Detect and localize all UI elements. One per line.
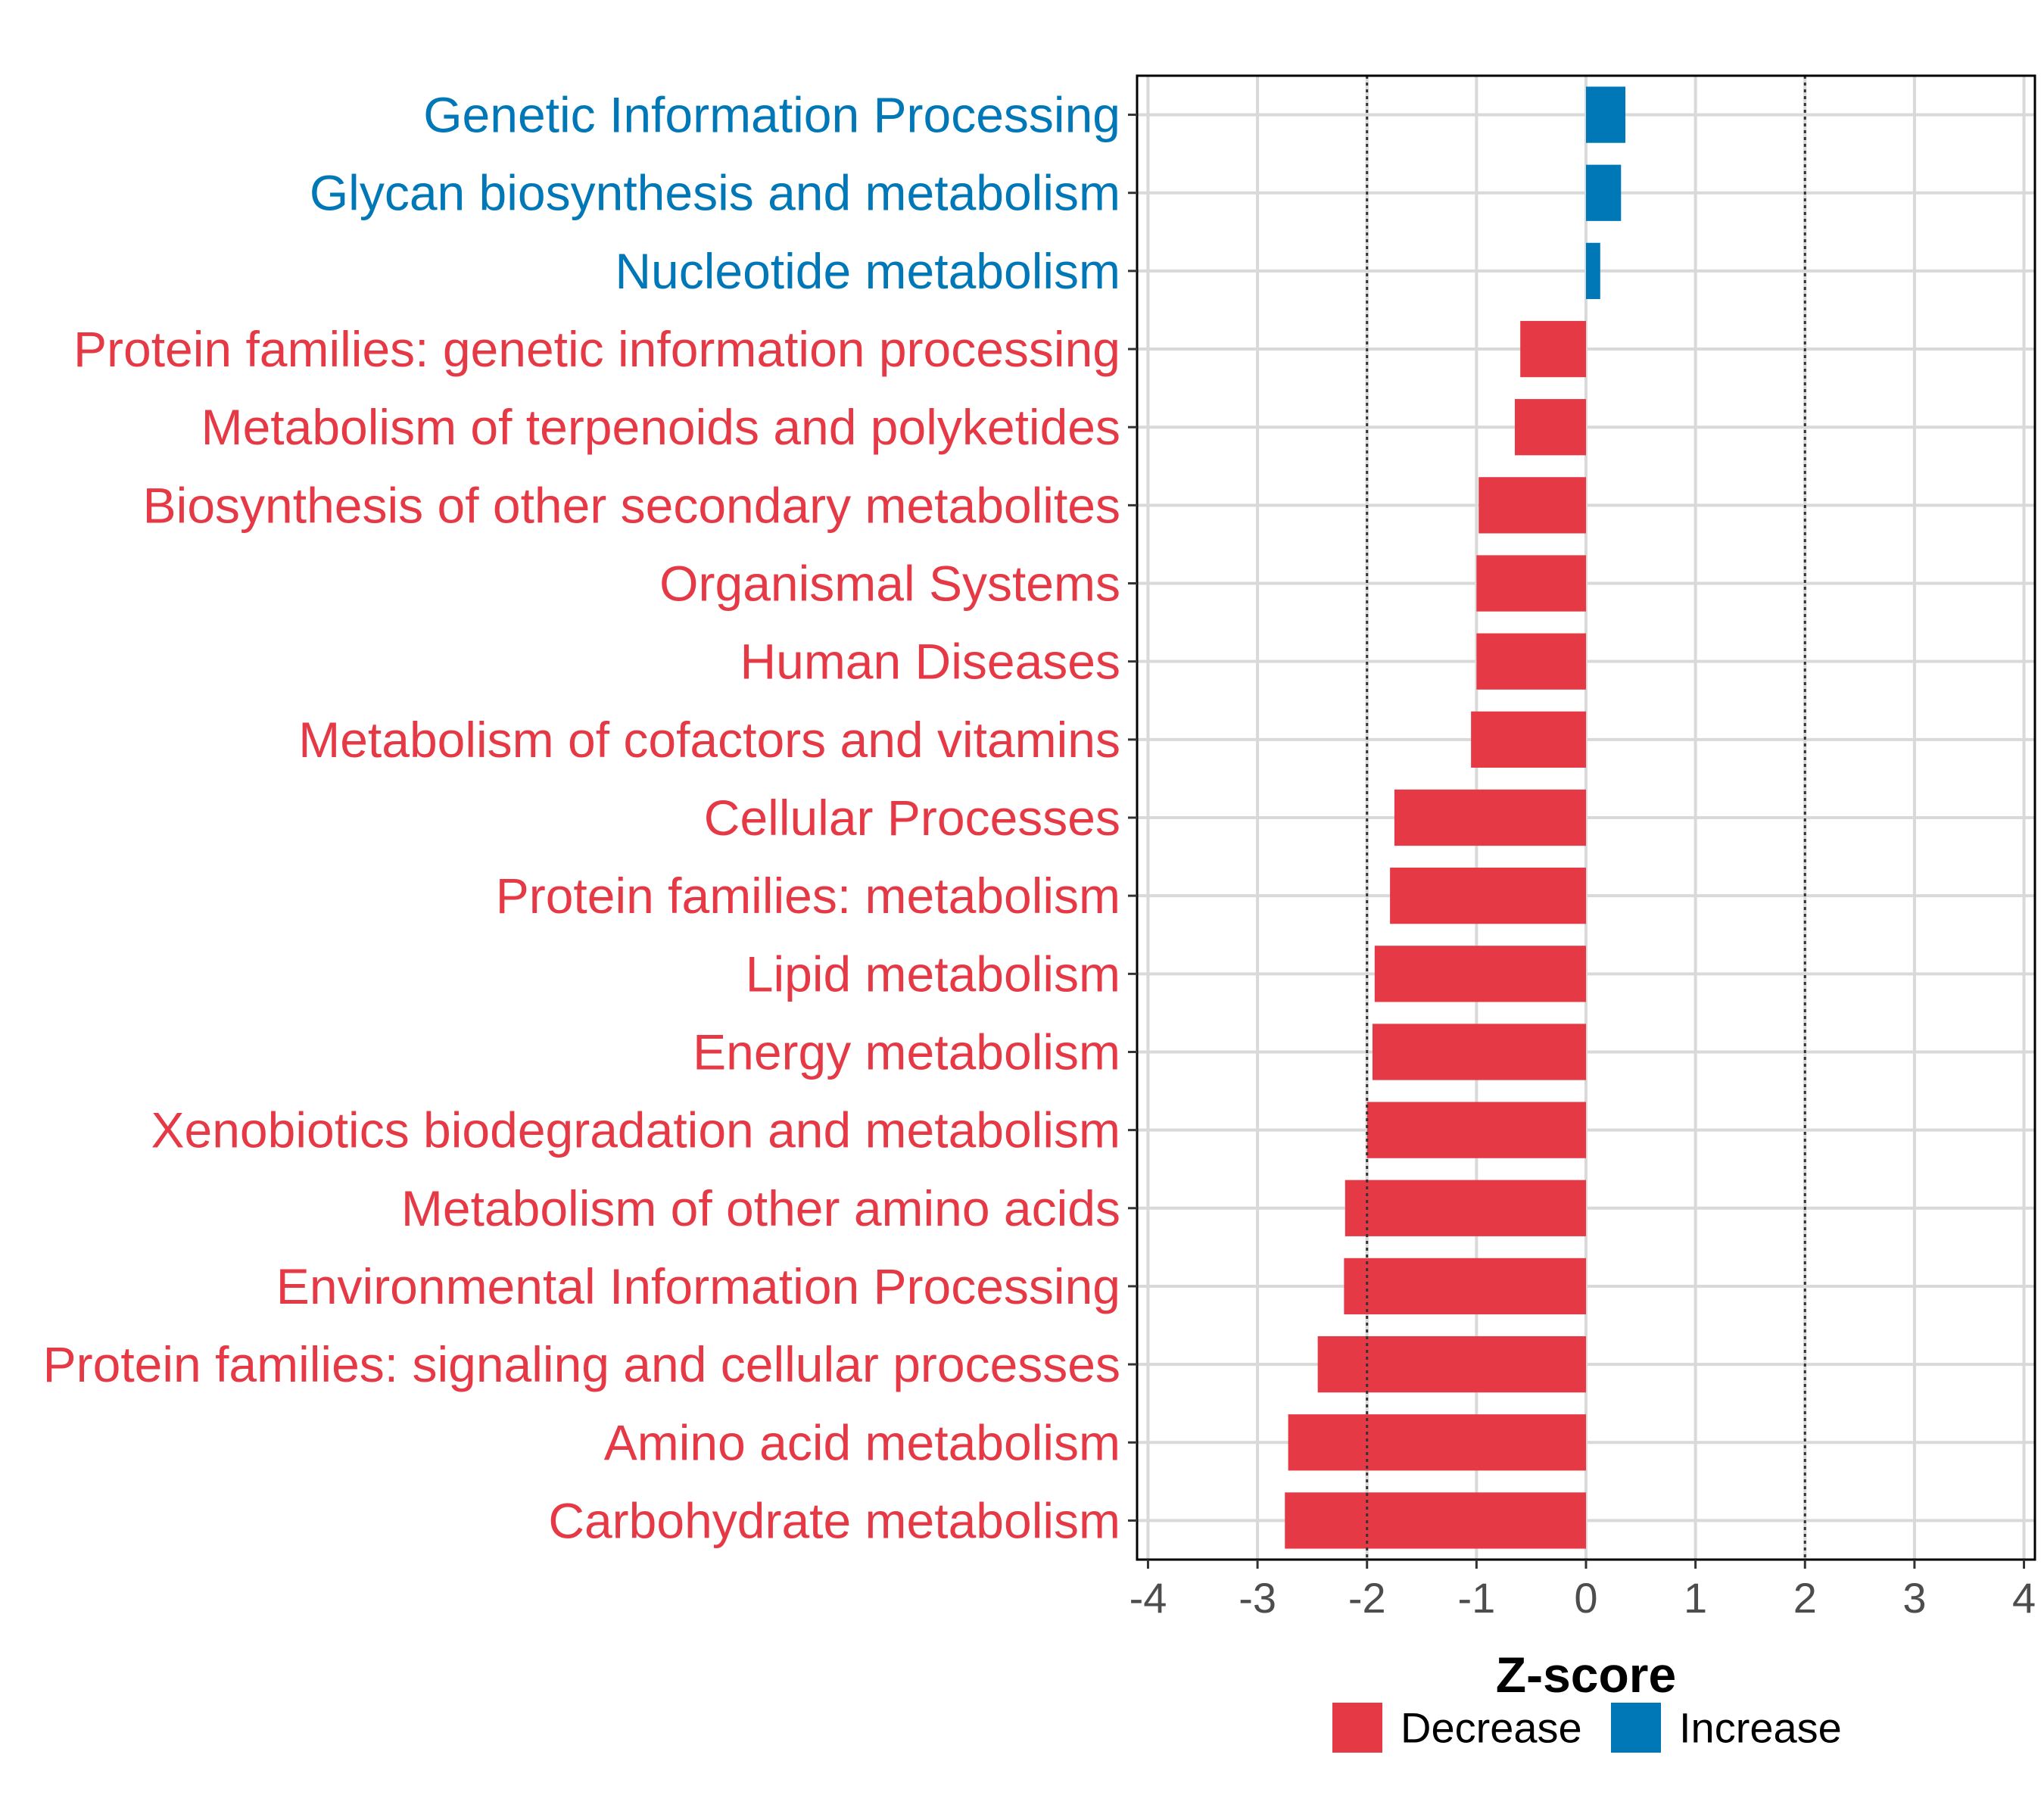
category-label: Amino acid metabolism — [604, 1414, 1120, 1470]
bar — [1471, 711, 1586, 768]
category-label: Nucleotide metabolism — [615, 243, 1120, 299]
category-label: Genetic Information Processing — [423, 87, 1120, 143]
x-axis-title: Z-score — [1496, 1647, 1676, 1703]
category-label: Lipid metabolism — [746, 946, 1120, 1002]
bar — [1586, 242, 1600, 300]
x-tick-label: 0 — [1574, 1574, 1597, 1622]
bar — [1285, 1492, 1586, 1549]
legend-label: Increase — [1679, 1704, 1842, 1752]
x-tick-label: 2 — [1793, 1574, 1817, 1622]
bar — [1366, 1102, 1586, 1158]
bar — [1586, 164, 1622, 221]
bar — [1372, 1024, 1586, 1080]
bar — [1374, 946, 1586, 1002]
category-label: Organismal Systems — [659, 556, 1120, 612]
legend: Decrease Increase — [1332, 1703, 1842, 1753]
bar — [1394, 789, 1586, 846]
x-tick-label: -4 — [1129, 1574, 1167, 1622]
bar — [1344, 1258, 1586, 1315]
bar — [1586, 86, 1626, 143]
reference-line-layer — [1366, 76, 1806, 1560]
x-tick-label: 3 — [1902, 1574, 1926, 1622]
bar-layer — [1285, 86, 1626, 1549]
category-label: Protein families: metabolism — [496, 868, 1120, 924]
bar — [1390, 868, 1586, 924]
category-label: Protein families: genetic information pr… — [73, 321, 1120, 377]
legend-swatch — [1332, 1703, 1382, 1753]
y-axis-labels: Genetic Information Processing Glycan bio… — [43, 87, 1120, 1549]
bar — [1317, 1335, 1586, 1393]
category-label: Metabolism of other amino acids — [401, 1180, 1120, 1236]
bar — [1478, 477, 1586, 534]
x-tick-label: -1 — [1457, 1574, 1495, 1622]
category-label: Glycan biosynthesis and metabolism — [310, 165, 1120, 221]
bar — [1288, 1414, 1586, 1471]
legend-swatch — [1611, 1703, 1661, 1753]
category-label: Environmental Information Processing — [276, 1258, 1120, 1314]
category-label: Xenobiotics biodegradation and metabolis… — [151, 1102, 1121, 1158]
category-label: Cellular Processes — [704, 790, 1120, 846]
category-label: Metabolism of cofactors and vitamins — [298, 712, 1120, 768]
bar — [1476, 555, 1586, 612]
category-label: Metabolism of terpenoids and polyketides — [201, 399, 1120, 455]
bar — [1520, 320, 1586, 378]
category-label: Human Diseases — [740, 634, 1120, 690]
x-tick-label: 4 — [2012, 1574, 2036, 1622]
category-label: Carbohydrate metabolism — [548, 1492, 1120, 1548]
x-tick-label: 1 — [1684, 1574, 1707, 1622]
y-axis-ticks — [1128, 114, 1137, 1522]
bar — [1514, 399, 1586, 456]
legend-label: Decrease — [1401, 1704, 1582, 1752]
x-tick-label: -2 — [1348, 1574, 1386, 1622]
bar — [1476, 633, 1586, 690]
bar — [1344, 1180, 1586, 1236]
category-label: Energy metabolism — [693, 1024, 1120, 1080]
x-tick-label: -3 — [1239, 1574, 1276, 1622]
category-label: Biosynthesis of other secondary metaboli… — [143, 477, 1120, 533]
category-label: Protein families: signaling and cellular… — [43, 1336, 1120, 1392]
x-axis-ticks: -4 -3 -2 -1 0 1 2 3 4 — [1129, 1560, 2036, 1622]
